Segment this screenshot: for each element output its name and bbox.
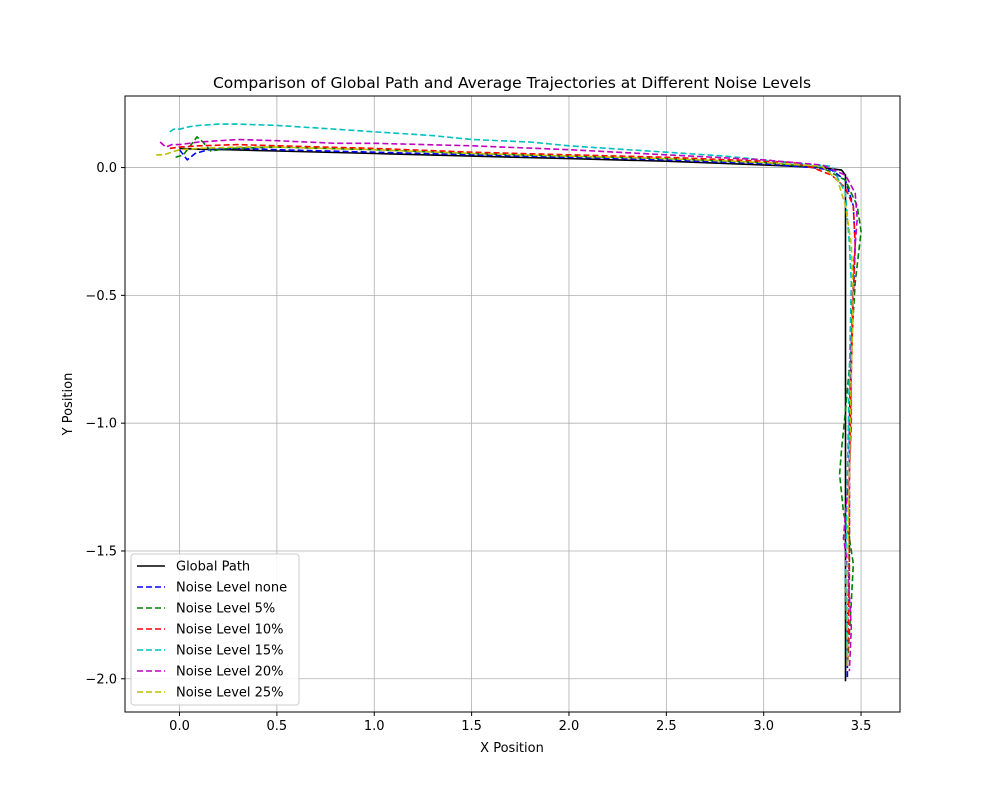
y-axis-label: Y Position <box>61 373 76 437</box>
legend-box <box>130 553 300 706</box>
chart-title: Comparison of Global Path and Average Tr… <box>213 74 811 92</box>
series-line-noise-4 <box>169 123 853 667</box>
x-tick-label: 2.5 <box>656 719 677 734</box>
y-tick-label: 0.0 <box>96 161 117 176</box>
legend-item: Noise Level 10% <box>137 623 284 638</box>
legend-item: Noise Level none <box>137 581 287 596</box>
series-line-global-path <box>179 147 847 682</box>
legend-label: Noise Level none <box>176 581 287 596</box>
plot-frame <box>124 95 901 713</box>
x-tick-label: 3.5 <box>851 719 872 734</box>
legend-label: Global Path <box>176 560 250 575</box>
legend-item: Noise Level 20% <box>137 665 284 680</box>
legend-item: Global Path <box>137 560 250 575</box>
series-line-noise-5 <box>159 138 859 672</box>
tick-layer: 0.0 0.5 1.0 1.5 2.0 2.5 3.0 3.5 0.0 −0.5 −1.0 −1.5 −… <box>85 161 871 734</box>
x-tick-label: 2.0 <box>559 719 580 734</box>
y-tick-label: −2.0 <box>85 672 117 687</box>
legend-item: Noise Level 15% <box>137 644 284 659</box>
legend-label: Noise Level 10% <box>176 623 284 638</box>
legend: Global Path Noise Level none Noise Level 5… <box>130 553 300 706</box>
legend-label: Noise Level 25% <box>176 686 284 701</box>
x-tick-label: 0.0 <box>169 719 190 734</box>
y-tick-label: −1.5 <box>85 544 117 559</box>
series-line-noise-1 <box>178 147 857 679</box>
y-tick-label: −0.5 <box>85 289 117 304</box>
legend-label: Noise Level 5% <box>176 602 275 617</box>
series-line-noise-2 <box>175 136 862 667</box>
legend-item: Noise Level 25% <box>137 686 284 701</box>
legend-item: Noise Level 5% <box>137 602 275 617</box>
x-axis-label: X Position <box>480 741 544 756</box>
series-line-noise-6 <box>156 146 855 666</box>
x-tick-label: 0.5 <box>267 719 288 734</box>
legend-label: Noise Level 20% <box>176 665 284 680</box>
x-tick-label: 1.0 <box>364 719 385 734</box>
grid-layer <box>125 96 900 712</box>
series-layer <box>156 123 862 682</box>
y-tick-label: −1.0 <box>85 417 117 432</box>
legend-label: Noise Level 15% <box>176 644 284 659</box>
x-tick-label: 3.0 <box>753 719 774 734</box>
x-tick-label: 1.5 <box>461 719 482 734</box>
